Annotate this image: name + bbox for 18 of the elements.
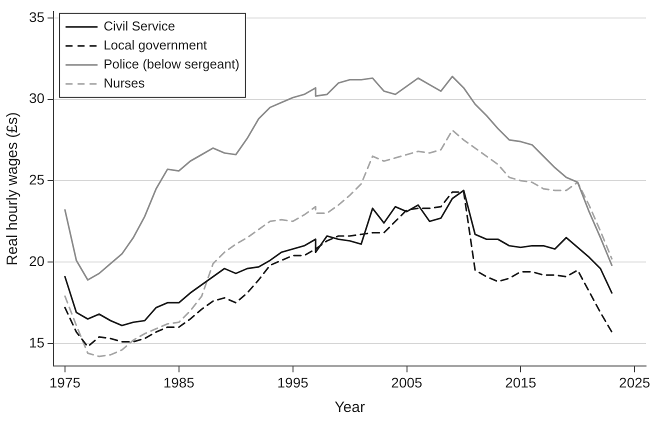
- y-tick-label: 15: [28, 334, 45, 350]
- x-tick-label: 2015: [505, 374, 536, 390]
- x-tick-label: 2025: [619, 374, 650, 390]
- legend-label: Police (below sergeant): [104, 56, 240, 72]
- y-tick-label: 35: [28, 8, 45, 25]
- legend-label: Nurses: [104, 75, 146, 90]
- y-axis-title: Real hourly wages (£s): [4, 112, 22, 266]
- x-axis-title: Year: [334, 399, 365, 416]
- legend-label: Civil Service: [104, 18, 176, 34]
- y-tick-label: 25: [28, 172, 45, 188]
- line-series: [64, 129, 613, 358]
- x-tick-label: 2005: [391, 374, 423, 390]
- x-tick-label: 1995: [277, 374, 309, 390]
- x-tick-label: 1985: [163, 374, 195, 390]
- legend-label: Local government: [104, 37, 208, 52]
- x-tick-label: 1975: [49, 374, 81, 390]
- y-tick-label: 20: [28, 252, 45, 269]
- y-tick-label: 30: [28, 90, 45, 106]
